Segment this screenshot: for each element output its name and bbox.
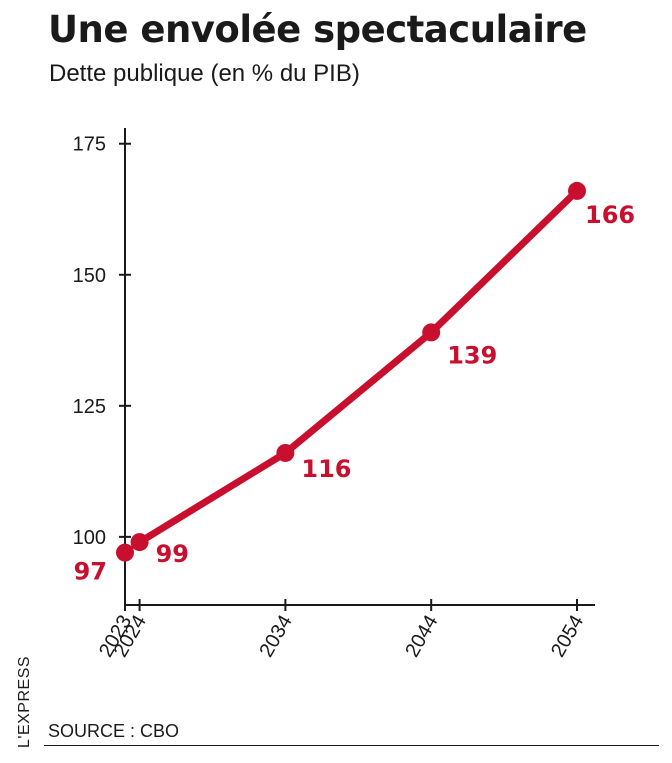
- publisher-brand: L'EXPRESS: [16, 655, 33, 748]
- x-tick-label: 2034: [255, 612, 296, 662]
- data-point: [276, 443, 295, 462]
- data-label: 97: [74, 558, 107, 586]
- data-label: 99: [156, 540, 189, 568]
- chart-subtitle: Dette publique (en % du PIB): [49, 60, 360, 87]
- y-tick-label: 150: [73, 265, 106, 287]
- x-tick-label: 2044: [401, 612, 442, 662]
- data-point: [116, 543, 134, 562]
- data-label: 139: [447, 341, 497, 369]
- data-point: [422, 323, 441, 342]
- data-point: [130, 533, 149, 552]
- x-tick-label: 2054: [547, 612, 588, 662]
- y-tick-label: 125: [73, 396, 106, 418]
- y-tick-label: 100: [73, 527, 106, 549]
- data-point: [568, 181, 586, 200]
- data-labels: 97 99 116 139 166: [74, 201, 636, 586]
- chart-title: Une envolée spectaculaire: [48, 8, 587, 51]
- data-label: 116: [301, 455, 351, 483]
- y-tick-label: 175: [73, 134, 106, 156]
- series-segment: [136, 449, 289, 546]
- series-segment: [427, 187, 581, 336]
- data-label: 166: [585, 201, 635, 229]
- source-note: SOURCE : CBO: [48, 721, 180, 741]
- footer-divider: [44, 745, 659, 746]
- series-line: [116, 181, 586, 562]
- series-segment: [281, 328, 435, 457]
